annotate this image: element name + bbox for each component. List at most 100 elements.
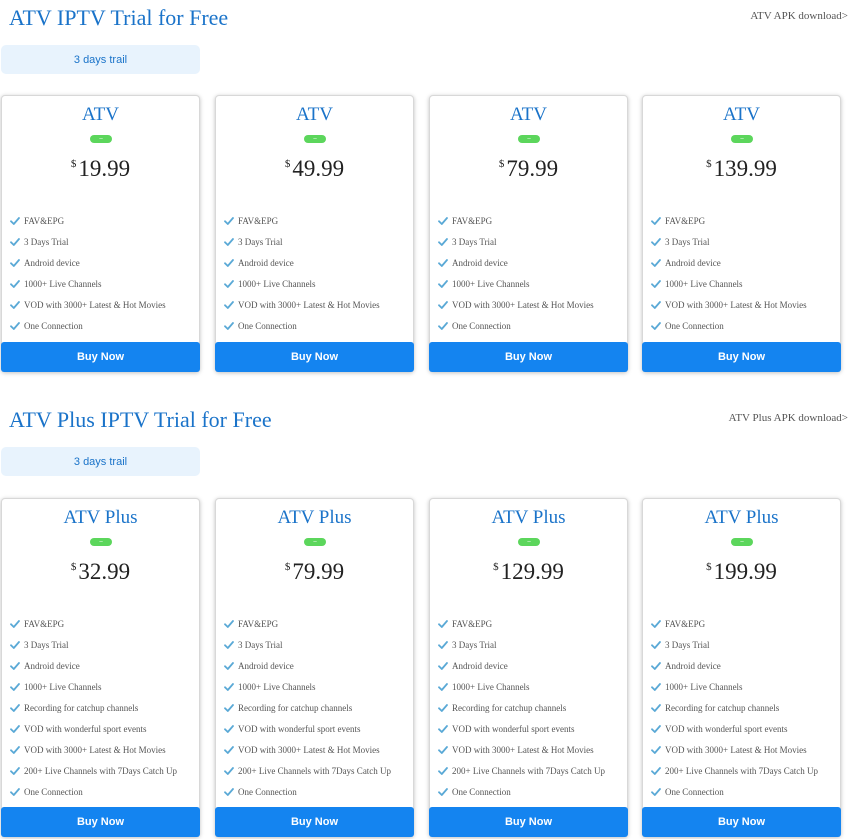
- check-icon: [10, 619, 20, 629]
- feature-list: FAV&EPG 3 Days Trial Android device 1000+ L…: [651, 613, 818, 802]
- plan-price: $129.99: [430, 559, 627, 585]
- feature-item: VOD with 3000+ Latest & Hot Movies: [10, 739, 177, 760]
- check-icon: [651, 766, 661, 776]
- feature-label: VOD with wonderful sport events: [238, 723, 361, 734]
- plan-price: $79.99: [216, 559, 413, 585]
- buy-now-button[interactable]: Buy Now: [642, 342, 841, 372]
- check-icon: [224, 619, 234, 629]
- feature-item: 1000+ Live Channels: [224, 676, 391, 697]
- apk-download-link[interactable]: ATV APK download>: [750, 10, 848, 22]
- feature-item: 3 Days Trial: [651, 231, 807, 252]
- check-icon: [438, 321, 448, 331]
- check-icon: [224, 300, 234, 310]
- feature-label: 3 Days Trial: [24, 639, 69, 650]
- check-icon: [438, 619, 448, 629]
- plan-badge: –: [518, 135, 540, 143]
- plan-name: ATV: [510, 104, 547, 125]
- feature-list: FAV&EPG 3 Days Trial Android device 1000+ L…: [10, 613, 177, 802]
- plan-price: $49.99: [216, 156, 413, 182]
- tab-3-days-trail[interactable]: 3 days trail: [1, 447, 200, 476]
- currency-symbol: $: [706, 158, 712, 170]
- feature-item: VOD with 3000+ Latest & Hot Movies: [438, 739, 605, 760]
- feature-item: 1000+ Live Channels: [10, 273, 166, 294]
- check-icon: [438, 724, 448, 734]
- pricing-card: ATV – $49.99 FAV&EPG 3 Days Trial Android …: [215, 95, 414, 372]
- section-title: ATV Plus IPTV Trial for Free: [9, 407, 272, 432]
- feature-item: 1000+ Live Channels: [224, 273, 380, 294]
- apk-download-link[interactable]: ATV Plus APK download>: [728, 412, 848, 424]
- pricing-card: ATV – $139.99 FAV&EPG 3 Days Trial Android…: [642, 95, 841, 372]
- buy-now-button[interactable]: Buy Now: [215, 807, 414, 837]
- feature-label: Recording for catchup channels: [452, 702, 567, 713]
- check-icon: [10, 724, 20, 734]
- feature-label: 1000+ Live Channels: [24, 681, 102, 692]
- feature-label: 3 Days Trial: [238, 236, 283, 247]
- check-icon: [224, 745, 234, 755]
- plan-badge: –: [304, 538, 326, 546]
- feature-item: VOD with wonderful sport events: [10, 718, 177, 739]
- feature-item: Android device: [224, 252, 380, 273]
- check-icon: [10, 279, 20, 289]
- feature-item: 1000+ Live Channels: [651, 273, 807, 294]
- buy-now-button[interactable]: Buy Now: [215, 342, 414, 372]
- currency-symbol: $: [284, 158, 291, 170]
- buy-now-button[interactable]: Buy Now: [1, 342, 200, 372]
- feature-label: VOD with 3000+ Latest & Hot Movies: [24, 299, 166, 310]
- check-icon: [438, 766, 448, 776]
- price-amount: 49.99: [292, 156, 345, 181]
- feature-item: 3 Days Trial: [10, 634, 177, 655]
- check-icon: [10, 787, 20, 797]
- feature-item: 200+ Live Channels with 7Days Catch Up: [651, 760, 818, 781]
- feature-label: VOD with wonderful sport events: [665, 723, 788, 734]
- currency-symbol: $: [493, 561, 499, 573]
- feature-label: Android device: [452, 257, 508, 268]
- feature-label: Android device: [665, 257, 721, 268]
- feature-label: VOD with wonderful sport events: [24, 723, 147, 734]
- feature-item: VOD with wonderful sport events: [224, 718, 391, 739]
- feature-list: FAV&EPG 3 Days Trial Android device 1000+ L…: [10, 210, 166, 336]
- feature-list: FAV&EPG 3 Days Trial Android device 1000+ L…: [224, 210, 380, 336]
- price-amount: 199.99: [713, 559, 777, 584]
- check-icon: [438, 237, 448, 247]
- check-icon: [438, 787, 448, 797]
- price-amount: 129.99: [500, 559, 564, 584]
- feature-item: FAV&EPG: [651, 613, 818, 634]
- feature-label: Recording for catchup channels: [238, 702, 353, 713]
- buy-now-button[interactable]: Buy Now: [429, 342, 628, 372]
- plan-price: $32.99: [2, 559, 199, 585]
- feature-item: VOD with 3000+ Latest & Hot Movies: [651, 739, 818, 760]
- check-icon: [438, 745, 448, 755]
- feature-item: Recording for catchup channels: [651, 697, 818, 718]
- feature-item: 200+ Live Channels with 7Days Catch Up: [224, 760, 391, 781]
- price-amount: 79.99: [292, 559, 345, 584]
- pricing-card: ATV – $19.99 FAV&EPG 3 Days Trial Android …: [1, 95, 200, 372]
- feature-item: VOD with 3000+ Latest & Hot Movies: [438, 294, 594, 315]
- check-icon: [651, 279, 661, 289]
- feature-label: 3 Days Trial: [238, 639, 283, 650]
- buy-now-button[interactable]: Buy Now: [642, 807, 841, 837]
- buy-now-button[interactable]: Buy Now: [429, 807, 628, 837]
- feature-label: FAV&EPG: [24, 618, 65, 629]
- feature-item: VOD with 3000+ Latest & Hot Movies: [651, 294, 807, 315]
- feature-item: Recording for catchup channels: [224, 697, 391, 718]
- currency-symbol: $: [706, 561, 712, 573]
- buy-now-button[interactable]: Buy Now: [1, 807, 200, 837]
- feature-label: FAV&EPG: [452, 215, 493, 226]
- feature-label: VOD with 3000+ Latest & Hot Movies: [238, 299, 380, 310]
- feature-list: FAV&EPG 3 Days Trial Android device 1000+ L…: [651, 210, 807, 336]
- feature-label: 3 Days Trial: [665, 236, 710, 247]
- pricing-card: ATV Plus – $32.99 FAV&EPG 3 Days Trial And…: [1, 498, 200, 837]
- feature-label: Recording for catchup channels: [24, 702, 139, 713]
- plan-badge: –: [518, 538, 540, 546]
- check-icon: [651, 321, 661, 331]
- plan-name: ATV: [82, 104, 119, 125]
- tab-3-days-trail[interactable]: 3 days trail: [1, 45, 200, 74]
- feature-item: 200+ Live Channels with 7Days Catch Up: [438, 760, 605, 781]
- feature-item: 3 Days Trial: [224, 634, 391, 655]
- feature-label: 3 Days Trial: [452, 236, 497, 247]
- check-icon: [438, 258, 448, 268]
- feature-item: 1000+ Live Channels: [438, 273, 594, 294]
- feature-label: 200+ Live Channels with 7Days Catch Up: [238, 765, 392, 776]
- feature-item: Android device: [10, 252, 166, 273]
- check-icon: [10, 745, 20, 755]
